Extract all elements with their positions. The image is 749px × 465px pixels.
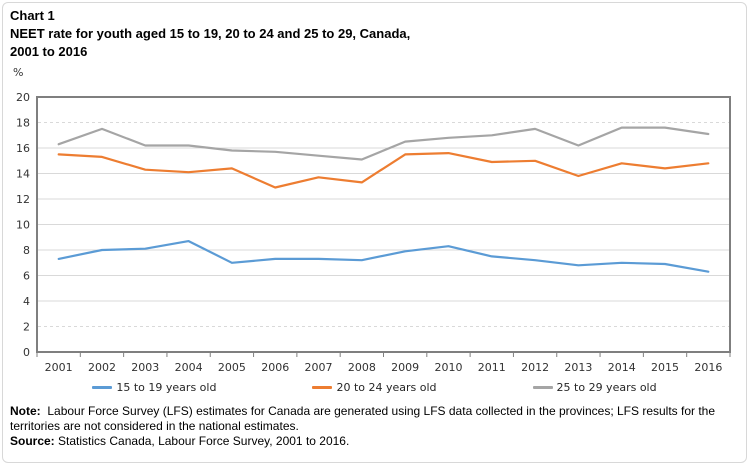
legend-swatch-orange: [312, 386, 333, 389]
legend-label: 25 to 29 years old: [556, 381, 657, 394]
svg-text:2015: 2015: [651, 361, 679, 374]
svg-text:0: 0: [23, 346, 30, 359]
note-text: Labour Force Survey (LFS) estimates for …: [10, 404, 716, 433]
svg-text:14: 14: [16, 168, 30, 181]
svg-text:2004: 2004: [175, 361, 203, 374]
svg-text:2014: 2014: [608, 361, 636, 374]
legend-label: 15 to 19 years old: [116, 381, 217, 394]
svg-text:10: 10: [16, 219, 30, 232]
svg-text:2008: 2008: [348, 361, 376, 374]
note-line: Note: Labour Force Survey (LFS) estimate…: [10, 404, 741, 434]
chart-title-line1: NEET rate for youth aged 15 to 19, 20 to…: [10, 26, 411, 41]
svg-text:2013: 2013: [564, 361, 592, 374]
source-line: Source: Statistics Canada, Labour Force …: [10, 434, 741, 449]
legend-item-15-19: 15 to 19 years old: [92, 381, 216, 394]
svg-text:2010: 2010: [434, 361, 462, 374]
svg-text:12: 12: [16, 193, 30, 206]
svg-text:16: 16: [16, 142, 30, 155]
svg-text:2011: 2011: [478, 361, 506, 374]
chart-footnotes: Note: Labour Force Survey (LFS) estimate…: [10, 404, 741, 449]
y-axis-unit-label: %: [13, 66, 24, 79]
svg-text:20: 20: [16, 91, 30, 104]
svg-text:6: 6: [23, 270, 30, 283]
chart-legend: 15 to 19 years old 20 to 24 years old 25…: [0, 381, 749, 394]
note-label: Note:: [10, 404, 41, 418]
chart-title-line2: 2001 to 2016: [10, 44, 88, 59]
svg-text:2002: 2002: [88, 361, 116, 374]
svg-text:2003: 2003: [131, 361, 159, 374]
legend-item-20-24: 20 to 24 years old: [312, 381, 437, 394]
legend-swatch-blue: [92, 386, 113, 389]
svg-text:2001: 2001: [45, 361, 73, 374]
legend-swatch-gray: [532, 386, 553, 389]
svg-text:2: 2: [23, 321, 30, 334]
svg-text:2006: 2006: [261, 361, 289, 374]
source-label: Source:: [10, 434, 55, 448]
svg-text:2016: 2016: [694, 361, 722, 374]
legend-label: 20 to 24 years old: [336, 381, 437, 394]
legend-item-25-29: 25 to 29 years old: [532, 381, 657, 394]
chart-plot: 0 2 4 6 8 10 12 14 16 18 20 2001 2002 2003 2004 2005 200…: [16, 91, 731, 374]
chart-number: Chart 1: [10, 8, 55, 23]
svg-text:2012: 2012: [521, 361, 549, 374]
chart-header: Chart 1 NEET rate for youth aged 15 to 1…: [10, 7, 410, 61]
svg-text:2005: 2005: [218, 361, 246, 374]
svg-text:2009: 2009: [391, 361, 419, 374]
source-text: Statistics Canada, Labour Force Survey, …: [58, 434, 350, 448]
svg-text:8: 8: [23, 244, 30, 257]
svg-text:2007: 2007: [305, 361, 333, 374]
svg-text:4: 4: [23, 295, 30, 308]
svg-text:18: 18: [16, 117, 30, 130]
